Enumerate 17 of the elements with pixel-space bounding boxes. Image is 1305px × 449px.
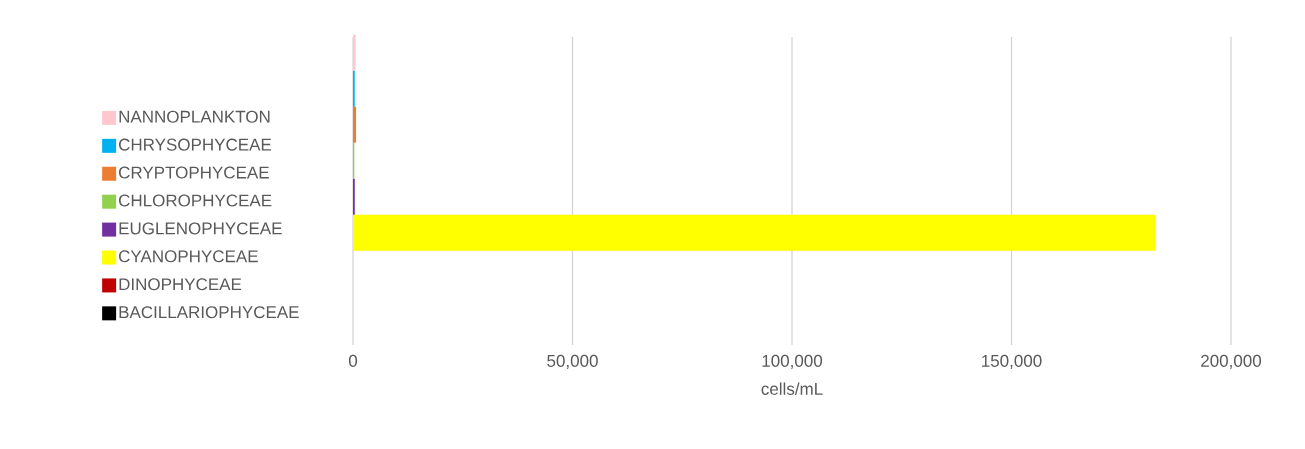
legend-label: DINOPHYCEAE: [119, 278, 242, 291]
bar: [353, 34, 356, 71]
x-tick-label: 150,000: [982, 354, 1042, 369]
bar: [353, 214, 1156, 251]
legend-label: CYANOPHYCEAE: [119, 250, 258, 263]
legend-label: BACILLARIOPHYCEAE: [119, 306, 299, 319]
legend-label: EUGLENOPHYCEAE: [119, 222, 282, 235]
x-tick-label: 100,000: [762, 354, 823, 369]
x-axis-title: cells/mL: [761, 382, 823, 395]
legend-label: NANNOPLANKTON: [119, 110, 270, 123]
legend-label: CHRYSOPHYCEAE: [119, 138, 272, 151]
x-tick-label: 50,000: [547, 354, 598, 369]
legend-label: CRYPTOPHYCEAE: [119, 166, 269, 179]
x-tick-label: 200,000: [1201, 354, 1262, 369]
bar: [353, 106, 357, 143]
legend-label: CHLOROPHYCEAE: [119, 194, 272, 207]
x-tick-label: 0: [348, 354, 358, 367]
